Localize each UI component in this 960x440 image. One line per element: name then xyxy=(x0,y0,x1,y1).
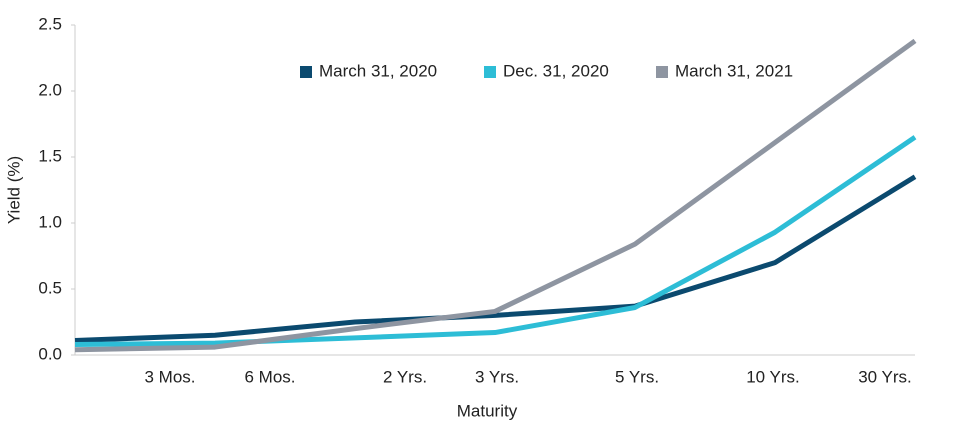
y-tick-label: 2.0 xyxy=(38,80,62,99)
x-tick-label: 10 Yrs. xyxy=(746,367,800,386)
y-tick-label: 0.5 xyxy=(38,278,62,297)
x-axis-label: Maturity xyxy=(457,401,518,420)
legend-swatch xyxy=(484,66,496,78)
y-tick-label: 1.5 xyxy=(38,146,62,165)
y-tick-label: 1.0 xyxy=(38,212,62,231)
x-tick-label: 6 Mos. xyxy=(244,367,295,386)
x-tick-label: 3 Mos. xyxy=(144,367,195,386)
y-axis-label: Yield (%) xyxy=(4,156,23,224)
y-tick-label: 0.0 xyxy=(38,344,62,363)
x-tick-label: 2 Yrs. xyxy=(383,367,427,386)
x-tick-label: 3 Yrs. xyxy=(475,367,519,386)
legend-swatch xyxy=(300,66,312,78)
series-line xyxy=(74,38,917,353)
y-tick-label: 2.5 xyxy=(38,14,62,33)
x-tick-label: 5 Yrs. xyxy=(615,367,659,386)
series-line xyxy=(74,135,917,347)
x-tick-label: 30 Yrs. xyxy=(858,367,912,386)
legend-swatch xyxy=(656,66,668,78)
legend-label: March 31, 2021 xyxy=(675,61,793,80)
legend-label: March 31, 2020 xyxy=(319,61,437,80)
legend-label: Dec. 31, 2020 xyxy=(503,61,609,80)
series-line xyxy=(74,174,917,343)
